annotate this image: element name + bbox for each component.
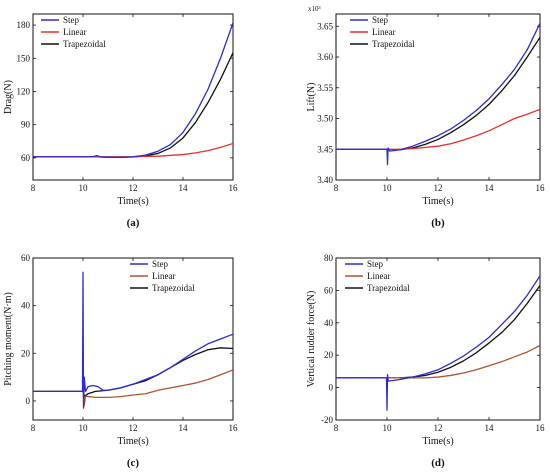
- y-tick-label: 60: [21, 153, 31, 163]
- legend: Step Linear Trapezoidal: [41, 15, 106, 49]
- y-tick-label: 60: [21, 253, 31, 263]
- panel-label: (d): [431, 457, 445, 469]
- y-tick-label: 40: [21, 301, 31, 311]
- x-tick-label: 8: [334, 423, 339, 433]
- x-axis-label: Time(s): [117, 436, 148, 447]
- legend: Step Linear Trapezoidal: [350, 15, 415, 49]
- x-tick-label: 14: [485, 183, 495, 193]
- x-tick-label: 16: [229, 183, 239, 193]
- panel-label: (a): [127, 217, 140, 229]
- panel-label: (b): [431, 217, 445, 229]
- y-tick-label: 3.65: [317, 21, 333, 31]
- y-tick-label: 3.40: [317, 175, 333, 185]
- y-tick-label: 20: [21, 348, 31, 358]
- y-tick-label: 0: [329, 383, 334, 393]
- x-axis-label: Time(s): [117, 196, 148, 207]
- y-tick-label: 20: [324, 350, 334, 360]
- y-tick-label: 3.50: [317, 114, 333, 124]
- legend-label-trapezoidal: Trapezoidal: [63, 39, 106, 49]
- y-axis-label: Pitching moment(N·m): [3, 292, 14, 386]
- y-tick-label: 40: [324, 318, 334, 328]
- y-tick-label: 3.55: [317, 83, 333, 93]
- y-tick-label: 3.60: [317, 52, 333, 62]
- series-line-step: [336, 275, 540, 411]
- plot-frame: [335, 13, 541, 181]
- y-tick-label: 180: [17, 20, 31, 30]
- legend-label-trapezoidal: Trapezoidal: [372, 39, 415, 49]
- x-axis-label: Time(s): [422, 436, 453, 447]
- y-tick-label: 120: [17, 86, 31, 96]
- x-tick-label: 10: [79, 423, 89, 433]
- legend: Step Linear Trapezoidal: [130, 259, 195, 293]
- series-line-trapezoidal: [336, 37, 540, 151]
- x-tick-label: 14: [179, 423, 189, 433]
- legend-label-linear: Linear: [63, 27, 86, 37]
- y-axis-label: Drag(N): [3, 80, 14, 114]
- series-line-step: [336, 22, 540, 166]
- legend-label-step: Step: [63, 15, 80, 25]
- legend-label-step: Step: [367, 259, 384, 269]
- series-line-trapezoidal: [33, 52, 233, 158]
- legend-label-step: Step: [152, 259, 169, 269]
- y-tick-label: 60: [324, 285, 334, 295]
- legend-label-linear: Linear: [372, 27, 395, 37]
- series-line-step: [33, 22, 233, 158]
- x-tick-label: 16: [536, 423, 546, 433]
- y-tick-label: -20: [321, 415, 333, 425]
- y-axis-label: Vertical rudder force(N): [306, 291, 317, 388]
- x-tick-label: 14: [179, 183, 189, 193]
- x-tick-label: 16: [536, 183, 546, 193]
- series-line-linear: [33, 142, 233, 158]
- y-tick-label: 90: [21, 120, 31, 130]
- x-tick-label: 8: [31, 423, 36, 433]
- chart-panel-b: 8 10 12 14 16 3.40 3.45 3.50 3.55 3.60 3.65 Time(s)…: [306, 5, 545, 229]
- series-line-trapezoidal: [33, 347, 233, 397]
- y-tick-label: 0: [26, 396, 31, 406]
- series-line-linear: [33, 369, 233, 407]
- series-line-trapezoidal: [336, 285, 540, 379]
- y-tick-label: 80: [324, 253, 334, 263]
- legend-label-trapezoidal: Trapezoidal: [367, 283, 410, 293]
- legend: Step Linear Trapezoidal: [345, 259, 410, 293]
- legend-label-linear: Linear: [152, 271, 175, 281]
- legend-label-trapezoidal: Trapezoidal: [152, 283, 195, 293]
- y-axis-label: Lift(N): [306, 83, 317, 112]
- x-tick-label: 12: [129, 183, 138, 193]
- legend-label-step: Step: [372, 15, 389, 25]
- legend-label-linear: Linear: [367, 271, 390, 281]
- y-tick-label: 3.45: [317, 144, 333, 154]
- series-line-linear: [336, 108, 540, 150]
- x-tick-label: 12: [434, 183, 443, 193]
- x-axis-label: Time(s): [422, 196, 453, 207]
- x-tick-label: 8: [334, 183, 339, 193]
- chart-panel-d: 8 10 12 14 16 -20 0 20 40 60 80 Time(s) Vertical rud…: [306, 253, 545, 469]
- chart-panel-a: 8 10 12 14 16 60 90 120 150 180 Time(s) Drag(N) (a) S…: [3, 13, 239, 229]
- plot-frame: [32, 257, 234, 421]
- chart-panel-c: 8 10 12 14 16 0 20 40 60 Time(s) Pitching moment(N…: [3, 253, 238, 469]
- series-line-step: [33, 271, 233, 409]
- x-tick-label: 12: [129, 423, 138, 433]
- panel-label: (c): [127, 457, 140, 469]
- x-tick-label: 14: [485, 423, 495, 433]
- x-tick-label: 10: [383, 183, 393, 193]
- x-tick-label: 16: [229, 423, 239, 433]
- x-tick-label: 8: [31, 183, 36, 193]
- series-line-linear: [336, 344, 540, 379]
- x-tick-label: 12: [434, 423, 443, 433]
- x-tick-label: 10: [79, 183, 89, 193]
- y-tick-label: 150: [17, 53, 31, 63]
- y-axis-multiplier: x10³: [308, 5, 321, 13]
- x-tick-label: 10: [383, 423, 393, 433]
